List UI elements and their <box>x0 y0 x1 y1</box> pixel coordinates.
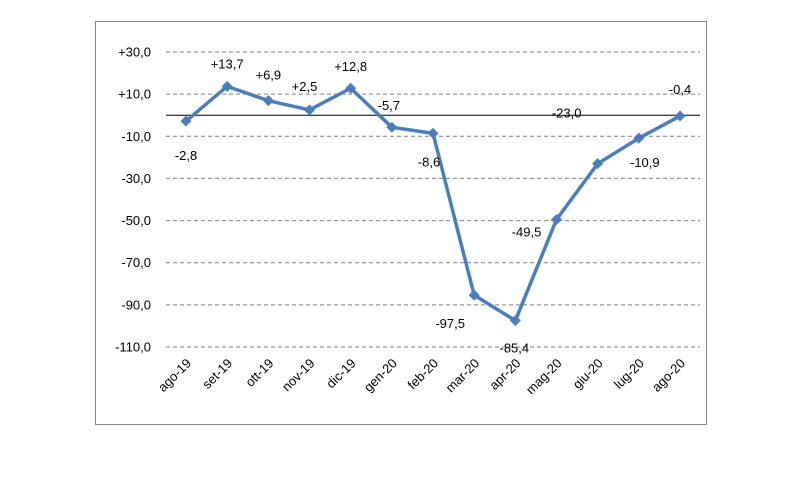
data-label: -49,5 <box>512 225 542 240</box>
data-point <box>427 127 439 139</box>
series-line <box>184 84 681 323</box>
x-tick-label: ott-19 <box>242 356 276 390</box>
x-axis-ticks: ago-19 set-19 ott-19 nov-19 dic-19 gen-20 feb-… <box>155 356 688 398</box>
x-tick-label: apr-20 <box>486 356 523 393</box>
y-tick-label: -110,0 <box>115 340 151 355</box>
data-label: -85,4 <box>500 341 530 356</box>
data-point <box>180 115 192 127</box>
data-point <box>592 158 604 170</box>
data-label: +6,9 <box>255 68 281 83</box>
data-point <box>262 95 274 107</box>
x-tick-label: ago-19 <box>155 356 194 395</box>
data-label: +2,5 <box>292 79 318 94</box>
data-label: -10,9 <box>630 155 660 170</box>
y-tick-label: +30,0 <box>118 45 151 60</box>
data-label: +13,7 <box>211 56 244 71</box>
gridlines <box>166 51 700 348</box>
data-point <box>468 289 480 301</box>
data-label: +12,8 <box>334 59 367 74</box>
data-point <box>386 121 398 133</box>
data-labels: -2,8 +13,7 +6,9 +2,5 +12,8 -5,7 -8,6 -97,5 -85,4… <box>175 56 691 355</box>
x-tick-label: feb-20 <box>404 356 441 393</box>
data-label: -5,7 <box>378 98 400 113</box>
data-point <box>674 110 686 122</box>
y-tick-label: -30,0 <box>121 171 151 186</box>
y-tick-label: -70,0 <box>121 255 151 270</box>
x-tick-label: giu-20 <box>570 356 606 392</box>
x-tick-label: lug-20 <box>611 356 647 392</box>
x-tick-label: mag-20 <box>523 356 565 398</box>
data-label: -23,0 <box>552 106 582 121</box>
data-point <box>551 214 562 226</box>
y-tick-label: -10,0 <box>121 129 151 144</box>
data-point <box>221 80 233 92</box>
data-label: -97,5 <box>435 316 465 331</box>
data-label: -8,6 <box>418 154 440 169</box>
x-tick-label: ago-20 <box>649 356 688 395</box>
x-tick-label: set-19 <box>199 356 235 392</box>
y-tick-label: +10,0 <box>118 87 151 102</box>
data-label: -0,4 <box>669 82 691 97</box>
x-tick-label: nov-19 <box>279 356 318 395</box>
y-tick-label: -50,0 <box>121 213 151 228</box>
data-point <box>633 132 645 144</box>
y-axis-ticks: +30,0 +10,0 -10,0 -30,0 -50,0 -70,0 -90,0 -110,… <box>115 45 151 355</box>
series <box>180 80 686 327</box>
x-tick-label: dic-19 <box>323 356 359 392</box>
x-tick-label: gen-20 <box>361 356 400 395</box>
chart-frame <box>95 21 707 425</box>
data-point <box>509 315 521 327</box>
x-tick-label: mar-20 <box>443 356 483 396</box>
y-tick-label: -90,0 <box>121 297 151 312</box>
data-point <box>345 82 357 94</box>
data-point <box>304 104 315 116</box>
data-label: -2,8 <box>175 148 197 163</box>
